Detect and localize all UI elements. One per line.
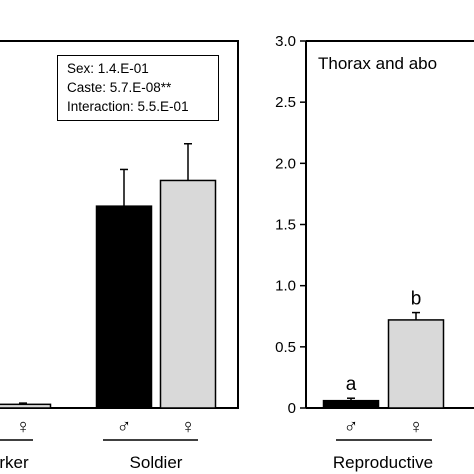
group-label: rker — [0, 453, 29, 472]
y-tick-label: 2.5 — [275, 94, 296, 111]
male-symbol: ♂ — [117, 416, 132, 438]
male-symbol: ♂ — [344, 416, 359, 438]
bar-male-reproductive — [322, 399, 380, 409]
y-tick-label: 0.5 — [275, 339, 296, 356]
significance-letter: b — [411, 289, 422, 310]
y-tick-label: 1.0 — [275, 278, 296, 295]
stat-sex: Sex: 1.4.E-01 — [67, 61, 149, 76]
significance-letter: a — [346, 374, 357, 395]
stat-caste: Caste: 5.7.E-08** — [67, 80, 172, 95]
bar-female-worker — [0, 403, 52, 409]
female-symbol: ♀ — [181, 416, 196, 438]
right-panel-title: Thorax and abo — [318, 54, 438, 73]
statistics-box: Sex: 1.4.E-01 Caste: 5.7.E-08** Interact… — [57, 55, 219, 121]
group-label: Reproductive — [333, 453, 433, 472]
bar-male-soldier — [95, 205, 153, 409]
bar-female-soldier — [159, 179, 217, 409]
bar-female-reproductive — [387, 319, 445, 409]
female-symbol: ♀ — [16, 416, 31, 438]
y-tick-label: 1.5 — [275, 217, 296, 234]
y-tick-label: 3.0 — [275, 33, 296, 50]
group-label: Soldier — [130, 453, 183, 472]
female-symbol: ♀ — [409, 416, 424, 438]
y-tick-label: 0 — [288, 400, 296, 417]
y-tick-label: 2.0 — [275, 155, 296, 172]
stat-interaction: Interaction: 5.5.E-01 — [67, 99, 189, 114]
